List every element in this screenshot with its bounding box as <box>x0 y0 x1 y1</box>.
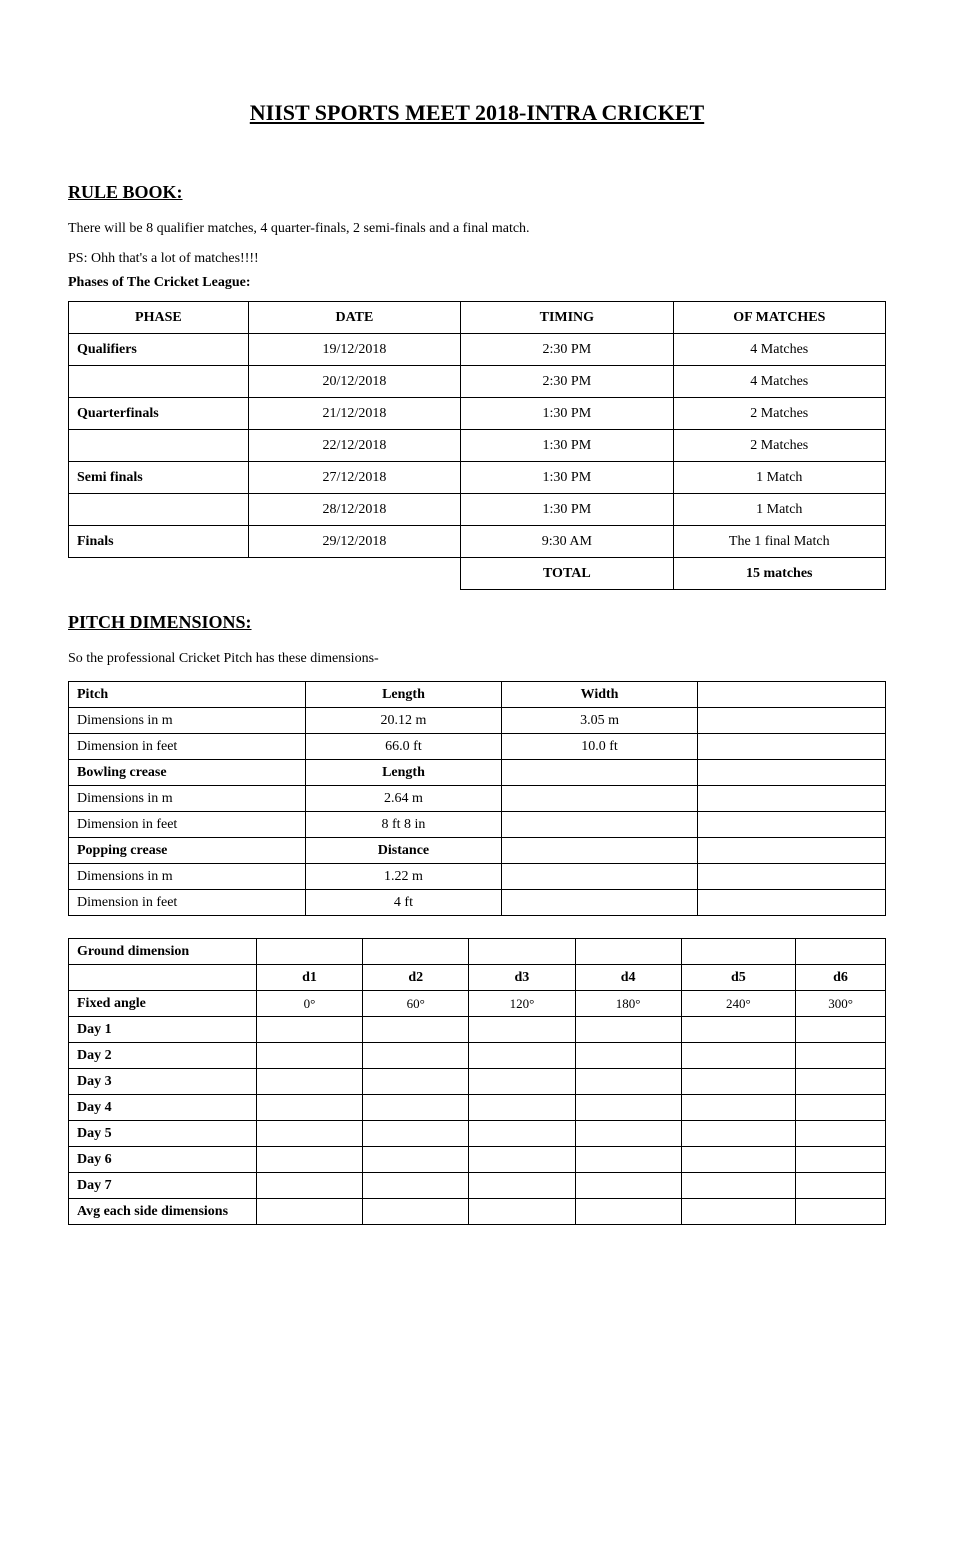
table-row: Dimensions in m1.22 m <box>69 864 886 890</box>
table-row: Dimension in feet66.0 ft10.0 ft <box>69 734 886 760</box>
table-row: 20/12/20182:30 PM4 Matches <box>69 366 886 398</box>
angle-60: 60° <box>363 991 469 1017</box>
th-date: DATE <box>248 302 460 334</box>
table-row: Day 4 <box>69 1095 886 1121</box>
angle-0: 0° <box>256 991 362 1017</box>
table-row: Finals29/12/20189:30 AMThe 1 final Match <box>69 526 886 558</box>
table-row: d1d2d3d4d5d6 <box>69 965 886 991</box>
ground-dimension-table: Ground dimension d1d2d3d4d5d6 Fixed angl… <box>68 938 886 1225</box>
table-row: Bowling creaseLength <box>69 760 886 786</box>
table-row: Day 2 <box>69 1043 886 1069</box>
total-value: 15 matches <box>673 558 885 590</box>
table-row: Dimension in feet8 ft 8 in <box>69 812 886 838</box>
phases-subheading: Phases of The Cricket League: <box>68 275 886 291</box>
intro-text-2: PS: Ohh that's a lot of matches!!!! <box>68 251 886 267</box>
table-row: Dimension in feet4 ft <box>69 890 886 916</box>
table-row: Day 6 <box>69 1147 886 1173</box>
table-row: Ground dimension <box>69 939 886 965</box>
total-label: TOTAL <box>461 558 673 590</box>
angle-120: 120° <box>469 991 575 1017</box>
section-pitch-heading: PITCH DIMENSIONS: <box>68 612 886 633</box>
angle-300: 300° <box>796 991 886 1017</box>
th-matches: OF MATCHES <box>673 302 885 334</box>
table-row: Popping creaseDistance <box>69 838 886 864</box>
table-row: Day 7 <box>69 1173 886 1199</box>
table-row: Quarterfinals21/12/20181:30 PM2 Matches <box>69 398 886 430</box>
table-row-total: TOTAL 15 matches <box>69 558 886 590</box>
phases-table: PHASE DATE TIMING OF MATCHES Qualifiers1… <box>68 301 886 590</box>
table-row: Day 5 <box>69 1121 886 1147</box>
table-row: Day 1 <box>69 1017 886 1043</box>
table-row: Avg each side dimensions <box>69 1199 886 1225</box>
table-row: 22/12/20181:30 PM2 Matches <box>69 430 886 462</box>
angle-240: 240° <box>681 991 795 1017</box>
table-row: PitchLengthWidth <box>69 682 886 708</box>
table-row: Dimensions in m20.12 m3.05 m <box>69 708 886 734</box>
intro-text-1: There will be 8 qualifier matches, 4 qua… <box>68 221 886 237</box>
th-phase: PHASE <box>69 302 249 334</box>
page-title: NIIST SPORTS MEET 2018-INTRA CRICKET <box>68 100 886 126</box>
section-rule-book-heading: RULE BOOK: <box>68 182 886 203</box>
pitch-intro: So the professional Cricket Pitch has th… <box>68 651 886 667</box>
table-row: 28/12/20181:30 PM1 Match <box>69 494 886 526</box>
table-row: Semi finals27/12/20181:30 PM1 Match <box>69 462 886 494</box>
th-timing: TIMING <box>461 302 673 334</box>
table-row: Dimensions in m2.64 m <box>69 786 886 812</box>
table-row: Fixed angle 0° 60° 120° 180° 240° 300° <box>69 991 886 1017</box>
pitch-dimensions-table: PitchLengthWidth Dimensions in m20.12 m3… <box>68 681 886 916</box>
angle-180: 180° <box>575 991 681 1017</box>
table-row: PHASE DATE TIMING OF MATCHES <box>69 302 886 334</box>
table-row: Qualifiers19/12/20182:30 PM4 Matches <box>69 334 886 366</box>
table-row: Day 3 <box>69 1069 886 1095</box>
